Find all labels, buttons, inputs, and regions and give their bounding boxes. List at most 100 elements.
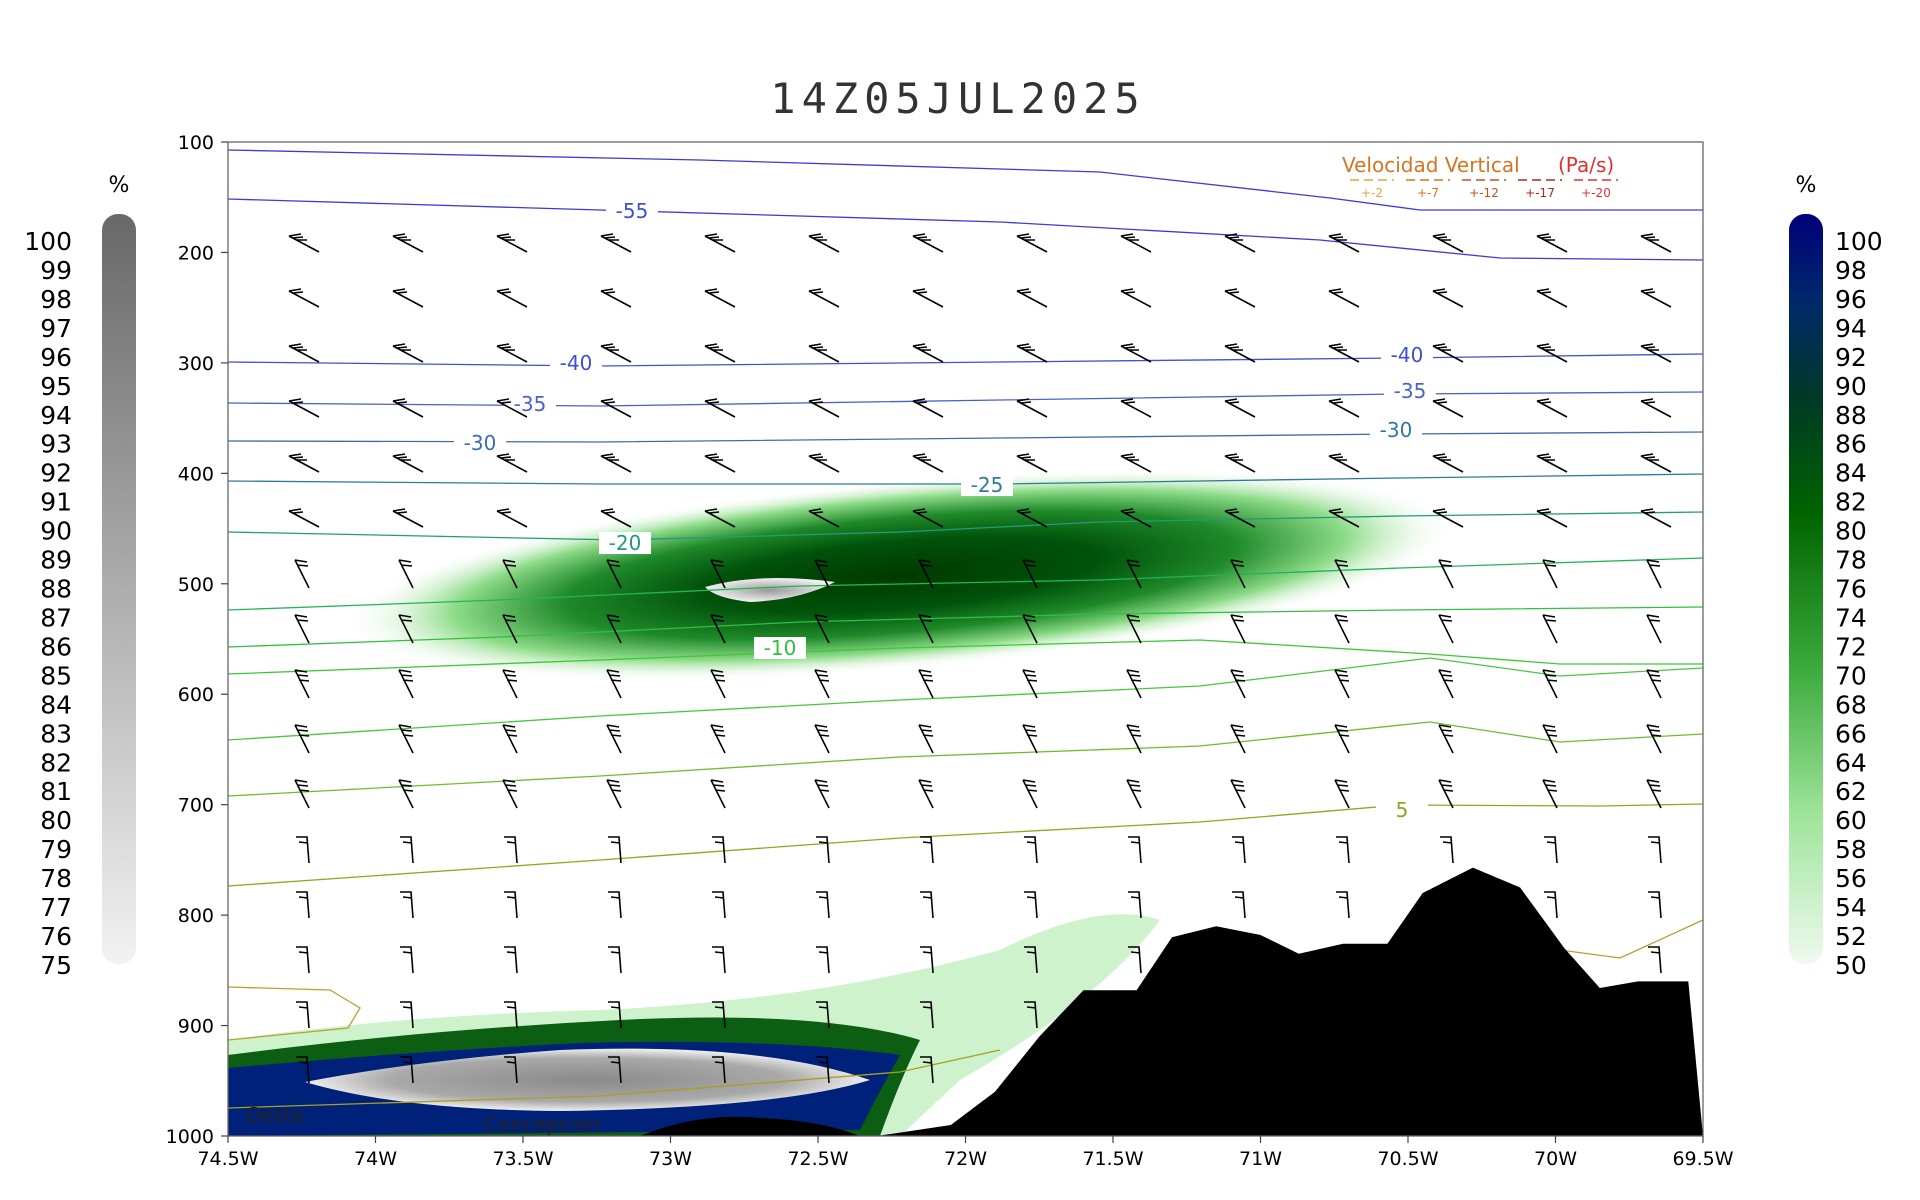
wind-barb [814,614,830,644]
wind-barb [1646,559,1662,589]
colorbar-label: 72 [1835,632,1867,661]
wind-barb [918,779,934,809]
wind-barb [1334,779,1350,809]
wind-barb [294,669,310,699]
wind-barb [296,1001,310,1029]
wind-barb [1016,343,1048,363]
contour-label-bg [454,432,506,454]
y-tick-label: 1000 [166,1126,214,1148]
chart-title: 14Z05JUL2025 [770,74,1145,123]
contour-label: -40 [1391,343,1424,367]
wind-barb [398,779,414,809]
wind-barb [1536,508,1568,528]
contour-label: 5 [1396,798,1409,822]
colorbar-label: 76 [1835,575,1867,604]
wind-barb [918,559,934,589]
wind-barb [1432,233,1464,253]
wind-barb [1016,453,1048,473]
wind-barb [1432,453,1464,473]
colorbar-label: 80 [40,806,72,835]
contour-label: -10 [764,636,797,660]
colorbar-label: 90 [1835,372,1867,401]
x-tick-label: 73.5W [492,1148,553,1170]
wind-barb [1016,233,1048,253]
wind-barb [606,559,622,589]
wind-barb [1334,614,1350,644]
left-colorbar [102,214,136,964]
right-colorbar-unit: % [1796,173,1817,198]
wind-barb [912,343,944,363]
wind-barb [1120,233,1152,253]
wind-barb [1232,891,1246,919]
wind-barb [502,724,518,754]
colorbar-label: 81 [40,777,72,806]
colorbar-label: 98 [1835,256,1867,285]
colorbar-label: 96 [40,343,72,372]
temperature-contour-line [227,657,1704,741]
wind-barb [1432,343,1464,363]
colorbar-label: 52 [1835,922,1867,951]
wind-barb [600,398,632,418]
wind-barb [710,724,726,754]
wind-barb [1542,559,1558,589]
colorbar-label: 62 [1835,777,1867,806]
wind-barb [1232,836,1246,864]
wind-barb [912,233,944,253]
colorbar-label: 88 [1835,401,1867,430]
colorbar-label: 95 [40,372,72,401]
colorbar-label: 56 [1835,864,1867,893]
wind-barb [712,1056,726,1084]
wind-barb [1230,669,1246,699]
wind-barb [1120,508,1152,528]
colorbar-label: 70 [1835,661,1867,690]
contour-label: -40 [560,351,593,375]
contour-label: -35 [1394,379,1427,403]
wind-barb [808,343,840,363]
wind-barb [1640,343,1672,363]
y-tick-label: 900 [178,1016,214,1038]
contour-label-bg [606,200,658,222]
x-tick-label: 72.5W [787,1148,848,1170]
legend-entry: +-12 [1469,186,1499,200]
temperature-contour-line [227,511,1704,541]
contour-label-bg [1384,380,1436,402]
wind-barb [600,508,632,528]
x-tick-label: 69.5W [1672,1148,1733,1170]
temperature-contour-line [227,639,1703,675]
wind-barb [398,669,414,699]
wind-barb [712,836,726,864]
wind-barb [608,1056,622,1084]
wind-barb [1024,891,1038,919]
left-colorbar-unit: % [109,173,130,198]
wind-barb [1542,779,1558,809]
wind-barb [1542,614,1558,644]
contour-label-bg [1381,344,1433,366]
wind-barb [704,508,736,528]
colorbar-label: 86 [1835,430,1867,459]
colorbar-label: 77 [40,893,72,922]
wind-barb [296,1056,310,1084]
temperature-contour-line [227,986,361,1041]
wind-barb [912,398,944,418]
wind-barb [294,614,310,644]
right-colorbar-labels: 1009896949290888684828078767472706866646… [1835,227,1883,980]
wind-barb [1224,508,1256,528]
wind-barb [288,343,320,363]
wind-barb [710,779,726,809]
wind-barb [608,946,622,974]
wind-barb [504,836,518,864]
y-tick-label: 500 [178,574,214,596]
x-tick-label: 72W [944,1148,987,1170]
colorbar-label: 92 [40,459,72,488]
colorbar-label: 80 [1835,517,1867,546]
colorbar-label: 92 [1835,343,1867,372]
wind-barb [920,836,934,864]
y-tick-label: 700 [178,795,214,817]
wind-barb [710,614,726,644]
wind-barb [1646,614,1662,644]
wind-barb [496,343,528,363]
wind-barb [502,779,518,809]
wind-barb [1230,779,1246,809]
y-tick-label: 100 [178,132,214,154]
colorbar-label: 84 [40,690,72,719]
